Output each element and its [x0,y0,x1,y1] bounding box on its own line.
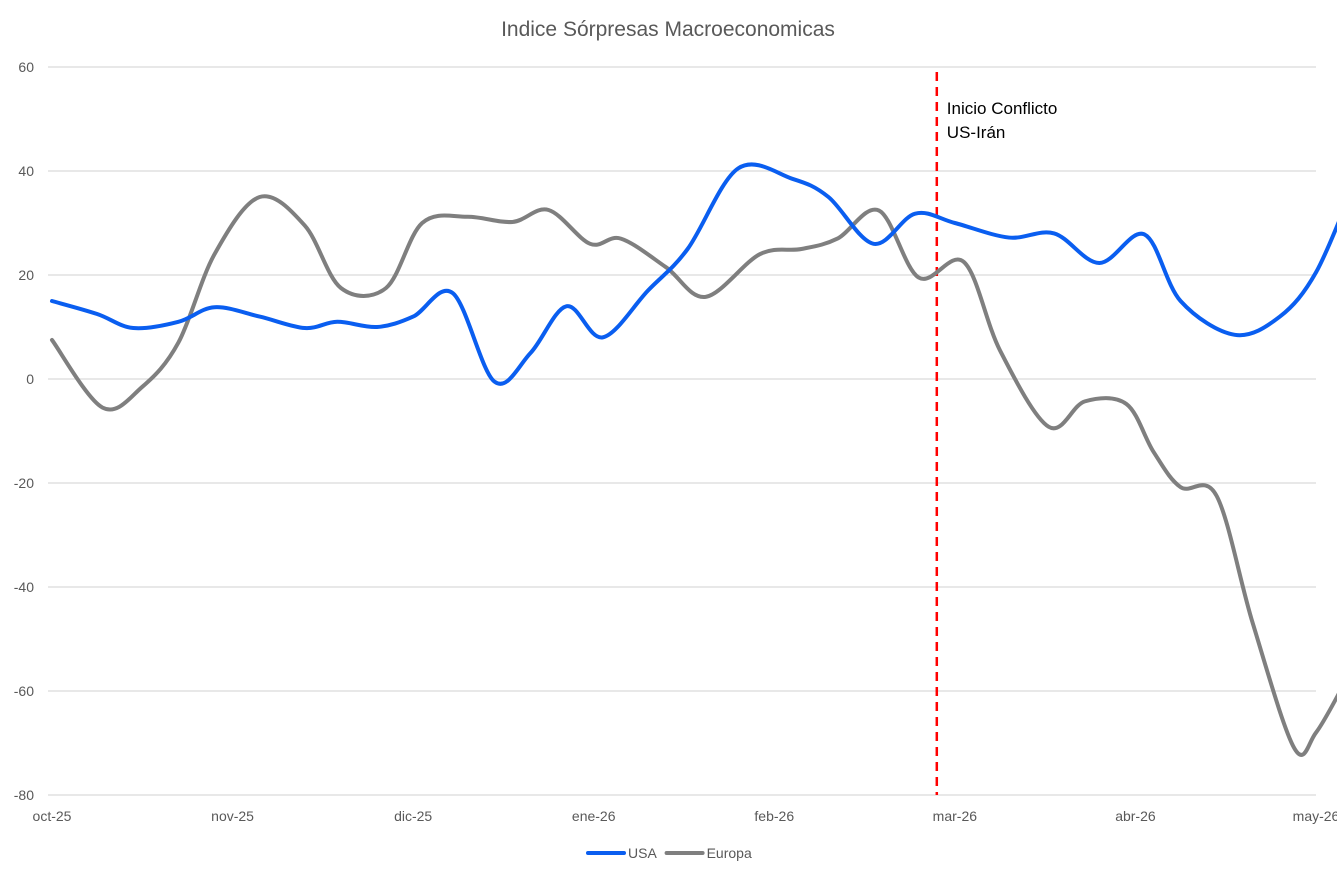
annotation-label: Inicio Conflicto [947,99,1058,118]
x-tick-label: abr-26 [1115,808,1156,824]
x-tick-label: dic-25 [394,808,432,824]
y-tick-label: 40 [18,163,34,179]
y-tick-label: 0 [26,371,34,387]
y-tick-label: -20 [14,475,34,491]
y-axis-ticks: 60 40 20 0 -20 -40 -60 -80 [14,59,34,803]
series-line-usa [50,162,1337,386]
legend-label-europa: Europa [707,845,752,861]
x-tick-label: feb-26 [754,808,794,824]
series-lines [50,162,1337,757]
annotation-label: US-Irán [947,123,1006,142]
legend-label-usa: USA [628,845,657,861]
x-tick-label: may-26 [1293,808,1337,824]
x-tick-label: nov-25 [211,808,254,824]
annotations: Inicio Conflicto US-Irán [935,72,1058,795]
y-tick-label: 20 [18,267,34,283]
x-tick-label: ene-26 [572,808,616,824]
y-tick-label: -80 [14,787,34,803]
y-tick-label: -40 [14,579,34,595]
x-tick-label: oct-25 [33,808,72,824]
x-tick-label: mar-26 [933,808,978,824]
series-line-europa [50,194,1337,757]
y-tick-label: -60 [14,683,34,699]
legend: USA Europa [586,845,752,861]
x-axis-ticks: oct-25 nov-25 dic-25 ene-26 feb-26 mar-26 abr-… [33,808,1337,824]
y-tick-label: 60 [18,59,34,75]
chart-title: Indice Sórpresas Macroeconomicas [501,18,835,41]
gridlines [48,66,1316,796]
